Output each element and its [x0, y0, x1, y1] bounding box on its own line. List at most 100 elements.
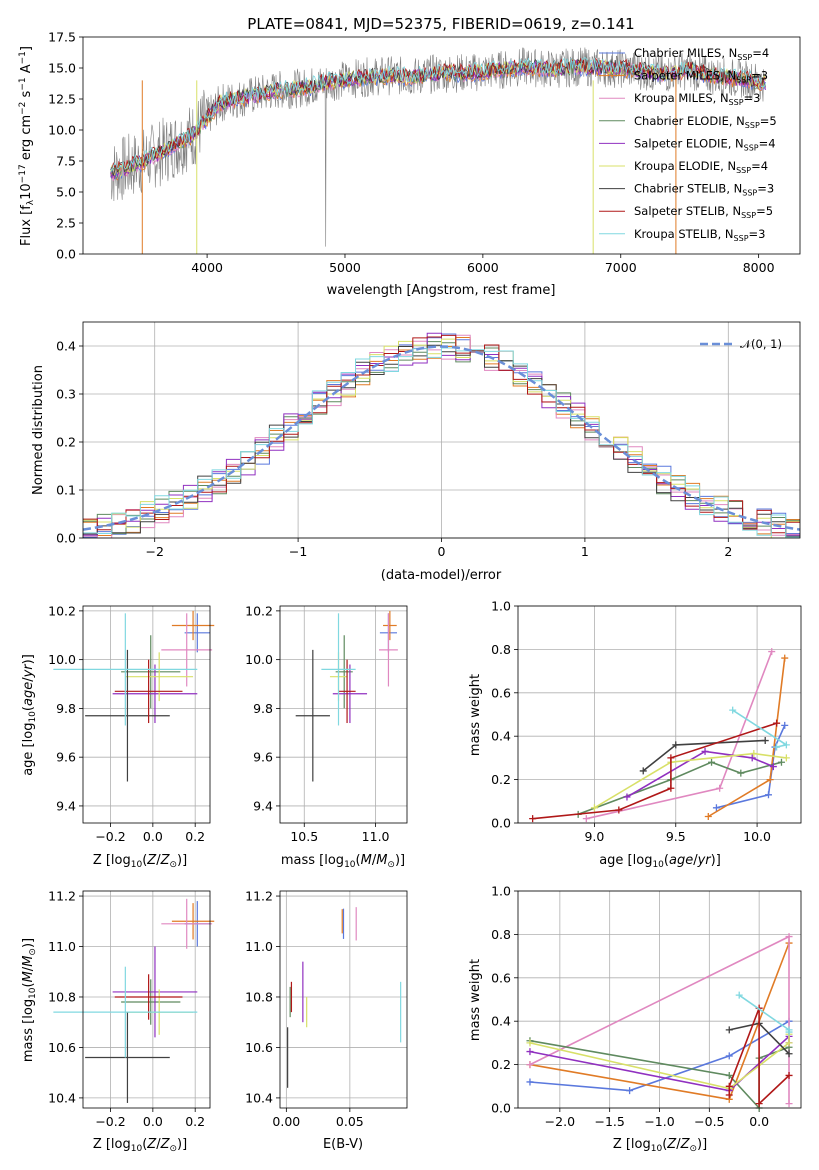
- mass-z-ylabel: mass [log10(M/M⊙)]: [21, 938, 38, 1062]
- weight-marker: [623, 793, 631, 801]
- x-tick-label: 0.05: [336, 1114, 364, 1129]
- weight-line: [642, 739, 766, 772]
- spectrum-xlabel: wavelength [Angstrom, rest frame]: [327, 283, 556, 298]
- y-tick-label: 0.4: [491, 729, 511, 744]
- legend-entry: Kroupa ELODIE, NSSP=4: [634, 159, 768, 175]
- y-tick-label: 0.3: [56, 387, 76, 402]
- weight-marker: [725, 1082, 733, 1090]
- y-tick-label: 1.0: [491, 884, 511, 899]
- figure-title: PLATE=0841, MJD=52375, FIBERID=0619, z=0…: [247, 15, 634, 33]
- weight-vs-z-panel: −2.0 −1.5 −1.0 −0.5 0.0 0.0 0.2 0.4 0.6 0.8 1.0: [491, 884, 802, 1129]
- weight-marker: [708, 758, 716, 766]
- age-z-ylabel: age [log10(age/yr)]: [21, 654, 38, 776]
- weight-marker: [768, 648, 776, 656]
- y-tick-label: 0.2: [491, 1057, 511, 1072]
- x-tick-label: 0.0: [749, 1114, 769, 1129]
- model-spectrum-line: [110, 59, 766, 180]
- weight-marker: [590, 804, 598, 812]
- x-tick-label: 0.0: [143, 829, 163, 844]
- x-tick-label: −1: [289, 544, 307, 559]
- x-tick-label: 0.2: [185, 1114, 205, 1129]
- weight-marker: [725, 1052, 733, 1060]
- x-tick-label: 0: [438, 544, 446, 559]
- y-tick-label: 0.4: [491, 1014, 511, 1029]
- weight-marker: [667, 784, 675, 792]
- y-tick-label: 5.0: [56, 185, 76, 200]
- weight-marker: [782, 741, 790, 749]
- weight-marker: [766, 776, 774, 784]
- weight-marker: [773, 743, 781, 751]
- residual-histogram: [83, 347, 800, 538]
- weight-marker: [737, 769, 745, 777]
- weight-marker: [785, 933, 793, 941]
- y-tick-label: 10.4: [245, 1090, 273, 1105]
- y-tick-label: 2.5: [56, 216, 76, 231]
- x-tick-label: 6000: [467, 260, 499, 275]
- weight-marker: [725, 1091, 733, 1099]
- y-tick-label: 0.8: [491, 642, 511, 657]
- weight-marker: [701, 747, 709, 755]
- weight-marker: [761, 737, 769, 745]
- weight-marker: [526, 1048, 534, 1056]
- y-tick-label: 9.6: [253, 750, 273, 765]
- y-tick-label: 0.1: [56, 483, 76, 498]
- weight-line: [586, 651, 773, 820]
- y-tick-label: 9.8: [253, 701, 273, 716]
- weight-marker: [755, 1100, 763, 1108]
- x-tick-label: −0.5: [694, 1114, 724, 1129]
- x-tick-label: 1: [581, 544, 589, 559]
- legend-entry: Kroupa STELIB, NSSP=3: [634, 227, 765, 243]
- axes-frame: [279, 605, 408, 824]
- weight-marker: [785, 1050, 793, 1058]
- y-tick-label: 11.0: [48, 939, 76, 954]
- weight-marker: [712, 804, 720, 812]
- weight-marker: [750, 750, 758, 758]
- y-tick-label: 10.8: [48, 989, 76, 1004]
- legend-entry: Chabrier MILES, NSSP=4: [634, 46, 769, 62]
- age-vs-z-panel: −0.2 0.0 0.2 9.4 9.6 9.8 10.0 10.2: [48, 603, 215, 844]
- x-tick-label: 2: [724, 544, 732, 559]
- weight-marker: [748, 754, 756, 762]
- y-tick-label: 10.0: [48, 652, 76, 667]
- axes-frame: [82, 321, 801, 539]
- weight-marker: [615, 806, 623, 814]
- weight-marker: [529, 815, 537, 823]
- weight-marker: [725, 1071, 733, 1079]
- spectrum-panel: 4000 5000 6000 7000 8000 0.0 2.5 5.0 7.5 10.0 12.5…: [48, 30, 801, 275]
- legend-entry-normal: 𝒩(0, 1): [740, 337, 782, 351]
- weight-marker: [764, 791, 772, 799]
- y-tick-label: 9.4: [56, 798, 76, 813]
- x-tick-label: 0.00: [272, 1114, 300, 1129]
- y-tick-label: 15.0: [48, 61, 76, 76]
- axes-frame: [279, 890, 408, 1109]
- y-tick-label: 9.4: [253, 798, 273, 813]
- weight-marker: [769, 763, 777, 771]
- y-tick-label: 0.6: [491, 970, 511, 985]
- y-tick-label: 9.8: [56, 701, 76, 716]
- weight-marker: [639, 767, 647, 775]
- y-tick-label: 10.2: [245, 603, 273, 618]
- weight-marker: [729, 706, 737, 714]
- weight-marker: [667, 754, 675, 762]
- spectrum-ylabel: Flux [fλ10−17 erg cm−2 s−1 A−1]: [18, 46, 36, 246]
- legend-entry: Chabrier STELIB, NSSP=3: [634, 182, 774, 198]
- y-tick-label: 0.2: [491, 772, 511, 787]
- y-tick-label: 1.0: [491, 599, 511, 614]
- axes-frame: [82, 605, 211, 824]
- x-tick-label: −2: [145, 544, 163, 559]
- weight-marker: [716, 784, 724, 792]
- weight-vs-age-panel: 9.0 9.5 10.0 0.0 0.2 0.4 0.6 0.8 1.0: [491, 599, 802, 844]
- x-tick-label: 7000: [605, 260, 637, 275]
- weight-marker: [782, 754, 790, 762]
- y-tick-label: 10.0: [48, 123, 76, 138]
- x-tick-label: −2.0: [545, 1114, 575, 1129]
- x-tick-label: 0.2: [185, 829, 205, 844]
- legend-entry: Kroupa MILES, NSSP=3: [634, 91, 760, 107]
- weight-line: [728, 1007, 790, 1106]
- weight-z-ylabel: mass weight: [468, 959, 483, 1041]
- x-tick-label: 11.0: [362, 829, 390, 844]
- axes-frame: [82, 890, 211, 1109]
- y-tick-label: 0.0: [56, 531, 76, 546]
- weight-marker: [785, 1100, 793, 1108]
- x-tick-label: 5000: [329, 260, 361, 275]
